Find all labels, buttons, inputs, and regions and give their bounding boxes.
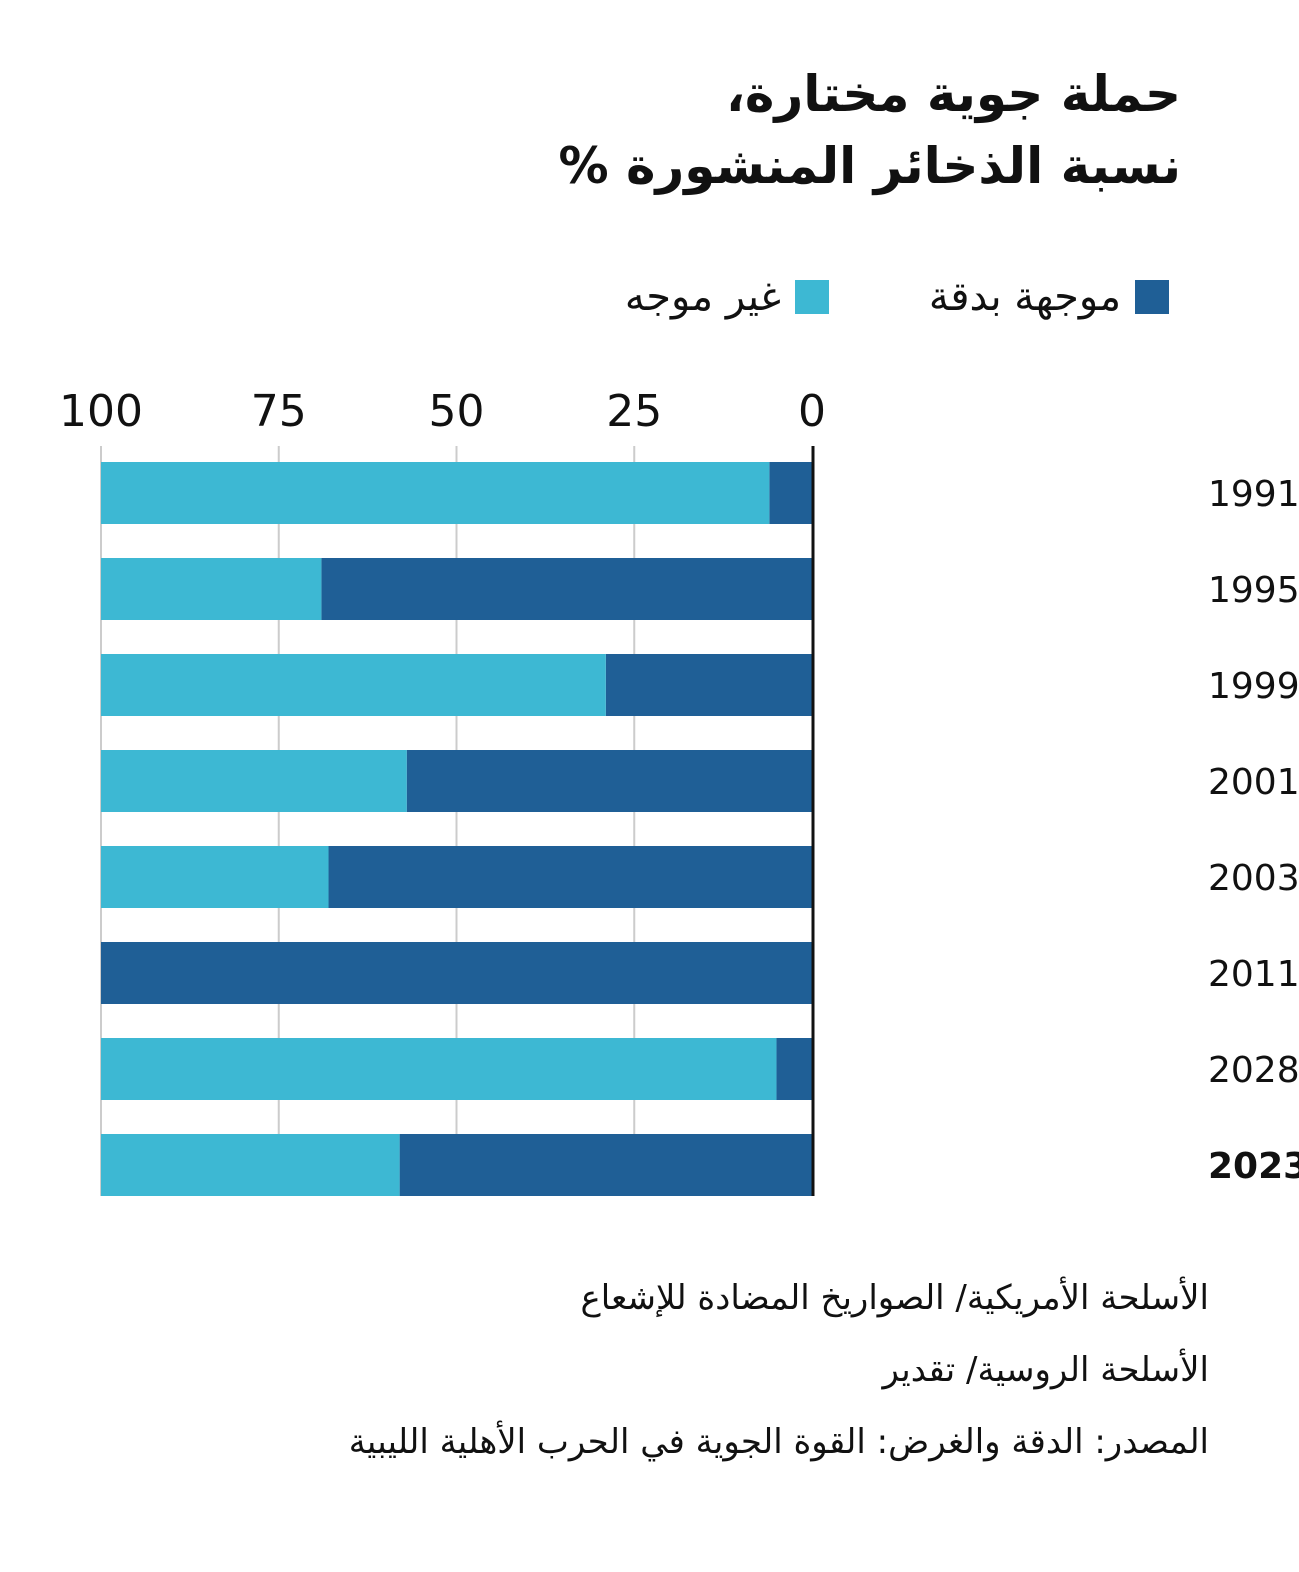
category-label-5: ليبيا 2011 [1208, 954, 1299, 995]
bar-unguided-6 [101, 1038, 777, 1100]
legend: موجهة بدقة غير موجه [625, 262, 1169, 332]
category-label-1: البوسنة 1995 [1208, 570, 1299, 611]
category-label-7: غزة 2023 [1208, 1146, 1299, 1187]
source-note: المصدر: الدقة والغرض: القوة الجوية في ال… [348, 1422, 1209, 1462]
category-label-4: العراق 2003 [1208, 858, 1299, 899]
bar-unguided-1 [101, 558, 322, 620]
bar-unguided-2 [101, 654, 606, 716]
chart-notes: الأسلحة الأمريكية/ الصواريخ المضادة للإش… [109, 1262, 1209, 1478]
bar-precision-3 [406, 750, 812, 812]
legend-label-unguided: غير موجه [624, 274, 781, 320]
bar-precision-0 [769, 462, 812, 524]
x-tick-label-50: 50 [429, 386, 485, 437]
legend-label-precision: موجهة بدقة [928, 274, 1121, 320]
legend-swatch-precision [1135, 280, 1169, 314]
note-us-weapons: الأسلحة الأمريكية/ الصواريخ المضادة للإش… [580, 1278, 1209, 1318]
bar-unguided-4 [101, 846, 329, 908]
category-label-6: سوريا 2015-2028 [1208, 1050, 1299, 1091]
bar-unguided-7 [101, 1134, 400, 1196]
chart-title-line-1: حملة جوية مختارة، [725, 65, 1181, 123]
bar-precision-1 [321, 558, 812, 620]
bar-precision-4 [328, 846, 812, 908]
bar-precision-5 [101, 942, 812, 1004]
legend-swatch-unguided [794, 280, 829, 314]
category-label-3: أفغانستان 2001 [1208, 758, 1299, 803]
legend-item-unguided: غير موجه [625, 274, 829, 320]
bar-unguided-3 [101, 750, 407, 812]
bar-chart: 0 25 50 75 100 العراق / الكويت 1991 البوسنة 19… [59, 386, 1299, 1196]
x-tick-label-100: 100 [59, 386, 143, 437]
bar-precision-6 [776, 1038, 812, 1100]
x-tick-label-75: 75 [251, 386, 307, 437]
category-label-2: صربيا 1999 [1208, 666, 1299, 707]
note-russian-weapons: الأسلحة الروسية/ تقدير [882, 1350, 1209, 1390]
bar-precision-2 [605, 654, 812, 716]
category-label-0: العراق / الكويت 1991 [1208, 474, 1299, 515]
legend-item-precision: موجهة بدقة [929, 274, 1169, 320]
bar-precision-7 [399, 1134, 812, 1196]
x-tick-label-25: 25 [606, 386, 662, 437]
chart-title: حملة جوية مختارة، نسبة الذخائر المنشورة … [281, 58, 1181, 202]
x-tick-label-0: 0 [798, 386, 826, 437]
bar-unguided-0 [101, 462, 770, 524]
chart-title-line-2: نسبة الذخائر المنشورة % [558, 137, 1181, 195]
